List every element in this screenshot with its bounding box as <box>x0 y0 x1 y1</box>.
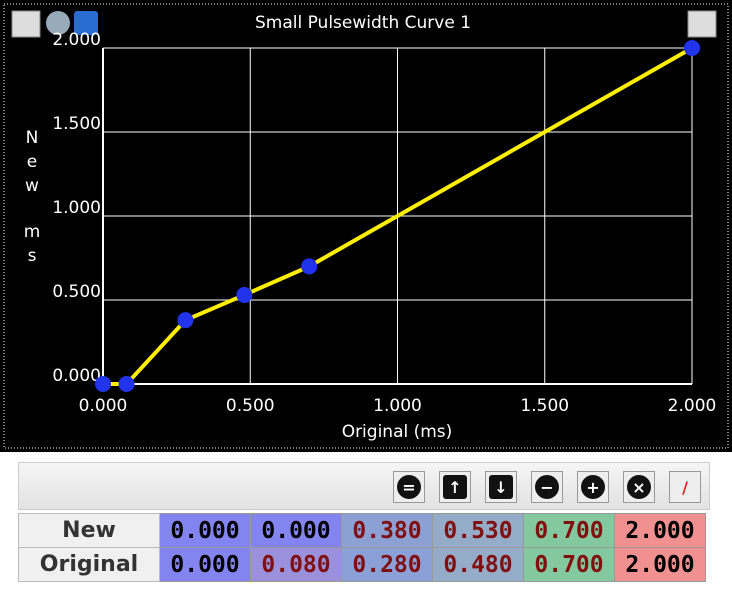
y-tick-label: 1.000 <box>52 198 101 218</box>
cell[interactable]: 0.280 <box>341 547 433 582</box>
x-tick-label: 0.500 <box>226 396 275 416</box>
cell[interactable]: 0.000 <box>159 547 251 582</box>
up-button[interactable]: ↑ <box>439 471 471 503</box>
frame <box>3 3 729 449</box>
chart: Small Pulsewidth Curve 1 Original (ms) N… <box>0 0 732 452</box>
help-icon[interactable] <box>74 11 98 35</box>
point[interactable] <box>95 376 111 392</box>
zoom-icon[interactable] <box>46 11 70 35</box>
table: New 0.000 0.000 0.380 0.530 0.700 2.000 … <box>18 513 706 582</box>
point[interactable] <box>301 258 318 275</box>
x-tick-label: 1.000 <box>373 396 422 416</box>
y-axis-label: ms <box>22 222 42 270</box>
cell[interactable]: 2.000 <box>614 547 706 582</box>
row: Original 0.000 0.080 0.280 0.480 0.700 2… <box>18 547 706 582</box>
x-axis-label: Original (ms) <box>342 422 453 442</box>
point[interactable] <box>684 40 700 56</box>
cell[interactable]: 0.480 <box>432 547 524 582</box>
cell[interactable]: 0.000 <box>159 513 251 548</box>
options-button[interactable] <box>687 10 717 38</box>
chart-title: Small Pulsewidth Curve 1 <box>255 13 471 33</box>
point[interactable] <box>118 376 135 392</box>
plus-button[interactable]: + <box>577 471 609 503</box>
toolbar: = ↑ ↓ − + × / <box>18 462 710 510</box>
down-button[interactable]: ↓ <box>485 471 517 503</box>
chart-bg <box>0 0 732 452</box>
row-header: Original <box>18 547 160 582</box>
cell[interactable]: 2.000 <box>614 513 706 548</box>
y-tick-label: 0.500 <box>52 282 101 302</box>
cell[interactable]: 0.000 <box>250 513 342 548</box>
x-tick-label: 2.000 <box>668 396 717 416</box>
minus-button[interactable]: − <box>531 471 563 503</box>
row-header: New <box>18 513 160 548</box>
x-tick-label: 1.500 <box>520 396 569 416</box>
cell[interactable]: 0.380 <box>341 513 433 548</box>
cell[interactable]: 0.700 <box>523 547 615 582</box>
y-axis-label: New <box>22 128 42 200</box>
menu-button[interactable] <box>11 10 41 38</box>
y-tick-label: 2.000 <box>52 30 101 50</box>
edit-button[interactable]: / <box>669 471 701 503</box>
x-tick-label: 0.000 <box>79 396 128 416</box>
cell[interactable]: 0.530 <box>432 513 524 548</box>
cell[interactable]: 0.080 <box>250 547 342 582</box>
equal-button[interactable]: = <box>393 471 425 503</box>
y-tick-label: 0.000 <box>52 366 101 386</box>
cell[interactable]: 0.700 <box>523 513 615 548</box>
point[interactable] <box>177 312 194 329</box>
row: New 0.000 0.000 0.380 0.530 0.700 2.000 <box>18 513 706 548</box>
y-tick-label: 1.500 <box>52 114 101 134</box>
point[interactable] <box>236 286 253 303</box>
clear-button[interactable]: × <box>623 471 655 503</box>
